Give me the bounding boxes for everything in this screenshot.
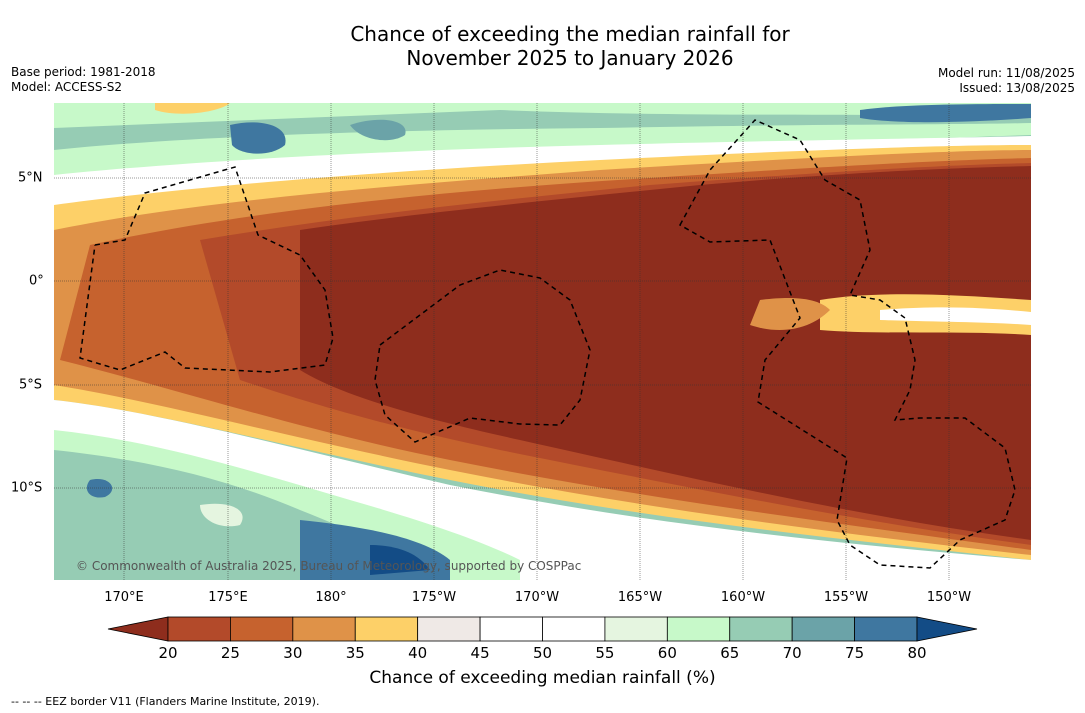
colorbar-tick-label: 65 (720, 644, 740, 662)
lon-label: 180° (315, 590, 347, 605)
colorbar-segment (854, 616, 918, 642)
colorbar-segment (729, 616, 793, 642)
lat-label-0: 0° (29, 273, 44, 289)
lon-label: 170°W (514, 590, 560, 605)
graticule (54, 103, 1031, 580)
title-line-2: November 2025 to January 2026 (406, 46, 734, 70)
colorbar-segment (791, 616, 855, 642)
colorbar-extend-low (107, 616, 169, 642)
colorbar-tick-label: 50 (532, 644, 553, 662)
colorbar-tick-label: 80 (907, 644, 927, 662)
colorbar-extend-high (916, 616, 978, 642)
colorbar-title: Chance of exceeding median rainfall (%) (369, 668, 716, 688)
eez-borders (79, 119, 1016, 569)
lon-label: 165°W (617, 590, 663, 605)
eez-legend: -- -- -- EEZ border V11 (Flanders Marine… (11, 695, 320, 708)
lon-label: 160°W (720, 590, 766, 605)
lon-label: 175°W (411, 590, 457, 605)
lat-label-10s: 10°S (11, 480, 43, 496)
meta-right: Model run: 11/08/2025 Issued: 13/08/2025 (938, 66, 1075, 96)
colorbar-tick-label: 75 (845, 644, 865, 662)
colorbar-segment (542, 616, 606, 642)
map-field (54, 103, 1031, 580)
lon-label: 170°E (104, 590, 144, 605)
colorbar-segment (354, 616, 419, 642)
title-line-1: Chance of exceeding the median rainfall … (350, 22, 790, 46)
lon-label: 155°W (823, 590, 869, 605)
colorbar-tick-label: 35 (345, 644, 365, 662)
colorbar-segment (167, 616, 231, 642)
colorbar-tick-label: 25 (220, 644, 240, 662)
colorbar-tick-label: 40 (408, 644, 428, 662)
base-period: Base period: 1981-2018 (11, 65, 156, 79)
issued-date: Issued: 13/08/2025 (959, 81, 1075, 95)
colorbar-segment (230, 616, 294, 642)
colorbar-tick-label: 70 (782, 644, 802, 662)
copyright-text: © Commonwealth of Australia 2025, Bureau… (76, 559, 581, 573)
colorbar-tick-label: 55 (595, 644, 615, 662)
colorbar-segment (417, 616, 481, 642)
lat-label-5n: 5°N (18, 170, 43, 186)
colorbar-tick-label: 60 (657, 644, 677, 662)
model-name: Model: ACCESS-S2 (11, 80, 123, 94)
colorbar-tick-label: 20 (158, 644, 178, 662)
lat-label-5s: 5°S (19, 377, 43, 393)
colorbar-tick-label: 30 (283, 644, 303, 662)
colorbar-segment (479, 616, 543, 642)
lon-label: 150°W (926, 590, 972, 605)
colorbar-segment (604, 616, 668, 642)
lon-label: 175°E (208, 590, 248, 605)
colorbar-segment (292, 616, 356, 642)
map-title: Chance of exceeding the median rainfall … (0, 22, 1085, 70)
colorbar-tick-label: 45 (470, 644, 490, 662)
colorbar (107, 616, 978, 642)
model-run: Model run: 11/08/2025 (937, 66, 1075, 80)
meta-left: Base period: 1981-2018 Model: ACCESS-S2 (11, 65, 156, 95)
colorbar-segment (666, 616, 731, 642)
